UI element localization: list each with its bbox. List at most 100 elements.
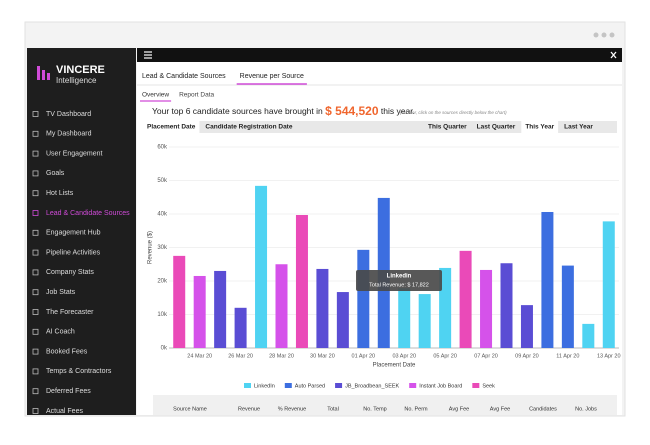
- window-dot: [593, 32, 599, 38]
- y-tick-label: 60k: [157, 145, 168, 151]
- date-filter-bg: [143, 121, 200, 133]
- top-bar: [137, 48, 622, 62]
- x-tick-label: 07 Apr 20: [474, 353, 498, 359]
- sidebar-item[interactable]: Hot Lists: [46, 190, 74, 197]
- legend-swatch: [409, 383, 417, 388]
- sidebar-icon: [32, 388, 39, 395]
- y-tick-label: 40k: [157, 212, 168, 218]
- summary-amount: $ 544,520: [325, 104, 379, 118]
- menu-icon[interactable]: [144, 51, 152, 59]
- sidebar-item[interactable]: My Dashboard: [46, 131, 92, 138]
- x-tick-label: 26 Mar 20: [228, 353, 253, 359]
- y-tick-label: 30k: [157, 245, 168, 251]
- x-tick-label: 01 Apr 20: [352, 353, 376, 359]
- sidebar-item[interactable]: Job Stats: [46, 289, 76, 296]
- bar: [398, 288, 411, 348]
- y-axis-label: Revenue ($): [148, 231, 154, 264]
- bar: [500, 263, 513, 348]
- x-axis-label: Placement Date: [373, 363, 416, 369]
- sidebar-item[interactable]: Engagement Hub: [46, 230, 101, 237]
- sidebar-item[interactable]: User Engagement: [46, 150, 102, 157]
- sidebar-icon: [32, 190, 39, 197]
- subtab[interactable]: Report Data: [179, 92, 214, 99]
- period-filter-bg: [521, 121, 559, 133]
- bar: [480, 269, 493, 348]
- sidebar-icon: [32, 210, 39, 216]
- legend-swatch: [335, 383, 343, 388]
- period-filter[interactable]: This Quarter: [428, 124, 467, 131]
- bar: [602, 221, 615, 348]
- sidebar-item[interactable]: Actual Fees: [46, 408, 83, 415]
- tab[interactable]: Lead & Candidate Sources: [142, 73, 226, 80]
- sidebar-item[interactable]: Goals: [46, 170, 65, 177]
- date-filter[interactable]: Candidate Registration Date: [205, 124, 292, 131]
- bar: [173, 255, 186, 348]
- table-header: No. Temp: [363, 406, 386, 412]
- tooltip-text: Total Revenue: $ 17,822: [369, 282, 429, 288]
- summary-hint: (To filter, click on the sources directl…: [400, 110, 507, 115]
- x-tick-label: 24 Mar 20: [187, 353, 212, 359]
- bar: [439, 267, 452, 348]
- logo-mark: [47, 73, 50, 80]
- y-tick-label: 50k: [157, 178, 168, 184]
- tooltip: Linkedin Total Revenue: $ 17,822: [356, 270, 442, 291]
- x-tick-label: 13 Apr 20: [597, 353, 621, 359]
- sidebar-icon: [32, 289, 39, 296]
- table-header: No. Jobs: [575, 406, 597, 412]
- tooltip-title: Linkedin: [387, 274, 412, 280]
- y-tick-label: 20k: [157, 279, 168, 285]
- period-filter[interactable]: Last Year: [564, 124, 593, 131]
- sidebar-item[interactable]: Temps & Contractors: [46, 368, 112, 375]
- table-header: Avg Fee: [490, 406, 510, 412]
- period-filter[interactable]: This Year: [525, 124, 554, 131]
- sidebar-item[interactable]: Deferred Fees: [46, 388, 91, 395]
- sidebar-icon: [32, 368, 39, 375]
- sidebar-item[interactable]: Booked Fees: [46, 348, 88, 355]
- table-header: Avg Fee: [449, 406, 469, 412]
- sidebar-icon: [32, 229, 39, 236]
- logo-mark: [42, 70, 45, 80]
- legend-swatch: [284, 383, 292, 388]
- bar: [561, 265, 574, 348]
- sidebar-icon: [32, 348, 39, 355]
- sidebar-item[interactable]: Company Stats: [46, 269, 94, 276]
- x-tick-label: 28 Mar 20: [269, 353, 294, 359]
- date-filter[interactable]: Placement Date: [147, 124, 196, 131]
- period-filter[interactable]: Last Quarter: [477, 124, 516, 131]
- bar: [520, 305, 533, 348]
- sidebar-icon: [32, 328, 39, 335]
- sidebar-icon: [32, 309, 39, 315]
- legend-swatch: [472, 383, 480, 388]
- bar: [582, 323, 595, 348]
- sidebar-icon: [32, 150, 39, 157]
- legend-label[interactable]: Seek: [482, 383, 495, 389]
- table-header: No. Perm: [404, 406, 428, 412]
- bar: [275, 264, 288, 348]
- legend-label[interactable]: JB_Broadbean_SEEK: [345, 383, 399, 389]
- subtab[interactable]: Overview: [142, 92, 169, 99]
- logo-sub: Intelligence: [56, 76, 97, 85]
- sidebar-icon: [32, 130, 39, 137]
- legend-label[interactable]: Instant Job Board: [419, 383, 462, 389]
- sidebar-item[interactable]: Pipeline Activities: [46, 249, 101, 256]
- close-icon[interactable]: [610, 51, 617, 59]
- sidebar-item[interactable]: AI Coach: [46, 329, 75, 336]
- table-header: Revenue: [238, 406, 260, 412]
- close-icon-line: [610, 51, 617, 59]
- legend-label[interactable]: LinkedIn: [254, 383, 275, 389]
- sidebar-icon: [32, 111, 39, 117]
- logo-brand: VINCERE: [56, 64, 105, 76]
- sidebar-icon: [32, 170, 39, 177]
- tooltip-box: [356, 270, 442, 291]
- legend-label[interactable]: Auto Parsed: [295, 383, 325, 389]
- bar: [541, 211, 554, 348]
- x-tick-label: 11 Apr 20: [556, 353, 579, 359]
- sidebar-item[interactable]: Lead & Candidate Sources: [46, 210, 130, 217]
- table-header-bg: [153, 395, 617, 415]
- sidebar-item[interactable]: TV Dashboard: [46, 111, 91, 118]
- tab[interactable]: Revenue per Source: [240, 73, 304, 80]
- bar: [255, 185, 268, 348]
- sidebar-item[interactable]: The Forecaster: [46, 309, 94, 316]
- sidebar-icon: [32, 269, 39, 276]
